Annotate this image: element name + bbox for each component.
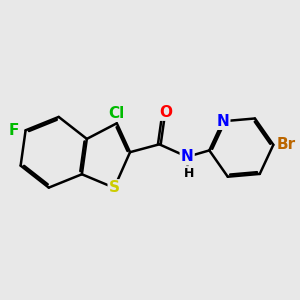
Text: Br: Br (276, 137, 296, 152)
Text: F: F (9, 123, 20, 138)
Text: N: N (217, 114, 229, 129)
Text: H: H (184, 167, 194, 180)
Text: N: N (181, 149, 194, 164)
Text: O: O (159, 105, 172, 120)
Text: S: S (109, 180, 120, 195)
Text: Cl: Cl (109, 106, 125, 121)
